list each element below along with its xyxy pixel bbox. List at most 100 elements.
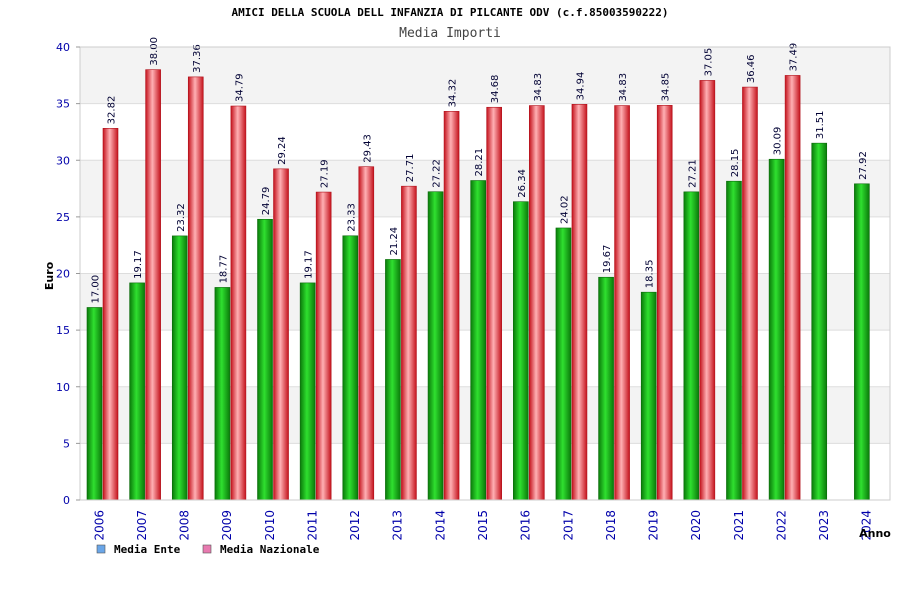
bar-media-nazionale-2021 bbox=[742, 86, 758, 501]
value-label-media-ente-2020: 27.21 bbox=[687, 159, 698, 188]
value-label-media-nazionale-2014: 34.32 bbox=[448, 79, 459, 108]
bar-media-nazionale-2012 bbox=[358, 166, 375, 501]
value-label-media-ente-2015: 28.21 bbox=[474, 148, 485, 177]
bar-media-ente-2019 bbox=[640, 291, 657, 501]
bar-media-nazionale-2015 bbox=[486, 106, 502, 501]
x-tick-label-2006: 2006 bbox=[92, 510, 106, 541]
bar-media-ente-2007 bbox=[129, 282, 145, 501]
bar-media-nazionale-2008 bbox=[187, 76, 204, 501]
bar-media-nazionale-2011 bbox=[315, 191, 332, 501]
bar-media-nazionale-2009 bbox=[230, 105, 247, 501]
value-label-media-nazionale-2013: 27.71 bbox=[405, 154, 416, 183]
bar-media-ente-2013 bbox=[385, 259, 401, 501]
bar-media-ente-2024 bbox=[854, 183, 870, 501]
value-label-media-ente-2012: 23.33 bbox=[346, 203, 357, 232]
x-tick-label-2008: 2008 bbox=[178, 510, 192, 541]
value-label-media-nazionale-2022: 37.49 bbox=[789, 43, 800, 72]
x-axis-ticks: 2006 2007 2008 2009 2010 2011 2012 2013 2014 2015… bbox=[92, 510, 873, 541]
value-label-media-ente-2014: 27.22 bbox=[432, 159, 443, 188]
value-label-media-nazionale-2011: 27.19 bbox=[320, 159, 331, 188]
value-label-media-ente-2021: 28.15 bbox=[730, 149, 741, 178]
value-label-media-nazionale-2006: 32.82 bbox=[107, 96, 118, 125]
bar-media-ente-2014 bbox=[427, 191, 444, 501]
value-label-media-nazionale-2009: 34.79 bbox=[234, 73, 245, 102]
value-label-media-ente-2016: 26.34 bbox=[517, 169, 528, 198]
x-axis-label: Anno bbox=[859, 527, 891, 540]
x-tick-label-2009: 2009 bbox=[220, 510, 234, 541]
x-tick-label-2012: 2012 bbox=[348, 510, 362, 541]
y-tick-label: 20 bbox=[56, 268, 70, 281]
bar-media-ente-2021 bbox=[726, 180, 742, 501]
y-tick-label: 5 bbox=[63, 437, 70, 450]
x-tick-label-2018: 2018 bbox=[604, 510, 618, 541]
value-label-media-ente-2013: 21.24 bbox=[389, 227, 400, 256]
legend: Media Ente Media Nazionale bbox=[96, 543, 320, 556]
bar-media-nazionale-2014 bbox=[443, 111, 460, 501]
bar-media-nazionale-2020 bbox=[699, 80, 716, 501]
y-axis-ticks: 0 5 10 15 20 25 30 35 40 bbox=[56, 41, 80, 507]
bar-media-ente-2023 bbox=[811, 142, 828, 501]
chart-title: AMICI DELLA SCUOLA DELL INFANZIA DI PILC… bbox=[231, 6, 668, 19]
value-label-media-nazionale-2010: 29.24 bbox=[277, 136, 288, 165]
value-label-media-nazionale-2020: 37.05 bbox=[703, 48, 714, 77]
value-label-media-ente-2017: 24.02 bbox=[559, 195, 570, 224]
bar-media-ente-2006 bbox=[86, 307, 103, 501]
value-labels: 17.00 32.82 19.17 38.00 23.32 37.36 18.77 34.79… bbox=[91, 37, 869, 303]
bar-media-ente-2015 bbox=[470, 180, 486, 501]
legend-label-media-nazionale: Media Nazionale bbox=[220, 543, 320, 556]
value-label-media-ente-2019: 18.35 bbox=[645, 260, 656, 289]
y-tick-label: 25 bbox=[56, 211, 70, 224]
y-tick-label: 10 bbox=[56, 381, 70, 394]
bar-media-nazionale-2010 bbox=[273, 168, 289, 501]
bar-media-nazionale-2007 bbox=[145, 69, 161, 501]
x-tick-label-2010: 2010 bbox=[263, 510, 277, 541]
y-axis-label: Euro bbox=[43, 261, 56, 290]
value-label-media-nazionale-2007: 38.00 bbox=[149, 37, 160, 66]
bar-media-ente-2012 bbox=[342, 235, 359, 501]
value-label-media-nazionale-2012: 29.43 bbox=[362, 134, 373, 163]
bar-media-nazionale-2013 bbox=[401, 185, 417, 501]
bar-media-nazionale-2006 bbox=[102, 128, 119, 501]
value-label-media-nazionale-2008: 37.36 bbox=[192, 44, 203, 73]
x-tick-label-2022: 2022 bbox=[774, 510, 788, 541]
value-label-media-nazionale-2019: 34.85 bbox=[661, 73, 672, 102]
value-label-media-nazionale-2016: 34.83 bbox=[533, 73, 544, 102]
y-tick-label: 30 bbox=[56, 154, 70, 167]
x-tick-label-2021: 2021 bbox=[732, 510, 746, 541]
bar-media-ente-2018 bbox=[598, 276, 614, 501]
legend-label-media-ente: Media Ente bbox=[114, 543, 181, 556]
bar-media-nazionale-2017 bbox=[571, 104, 588, 501]
chart-subtitle: Media Importi bbox=[399, 26, 501, 41]
legend-swatch-media-nazionale bbox=[202, 544, 212, 554]
bar-media-ente-2009 bbox=[214, 287, 231, 501]
x-tick-label-2014: 2014 bbox=[433, 510, 447, 541]
value-label-media-nazionale-2018: 34.83 bbox=[618, 73, 629, 102]
x-tick-label-2023: 2023 bbox=[817, 510, 831, 541]
x-tick-label-2016: 2016 bbox=[519, 510, 533, 541]
bar-media-ente-2017 bbox=[555, 227, 572, 501]
value-label-media-ente-2008: 23.32 bbox=[176, 203, 187, 232]
value-label-media-ente-2010: 24.79 bbox=[261, 187, 272, 216]
x-tick-label-2013: 2013 bbox=[391, 510, 405, 541]
x-tick-label-2017: 2017 bbox=[561, 510, 575, 541]
bar-media-nazionale-2018 bbox=[614, 105, 630, 501]
bar-media-ente-2011 bbox=[299, 282, 316, 501]
x-tick-label-2024: 2024 bbox=[860, 510, 874, 541]
y-tick-label: 35 bbox=[56, 98, 70, 111]
bar-media-nazionale-2022 bbox=[784, 75, 801, 501]
value-label-media-ente-2006: 17.00 bbox=[91, 275, 102, 304]
value-label-media-nazionale-2021: 36.46 bbox=[746, 54, 757, 83]
y-tick-label: 0 bbox=[63, 494, 70, 507]
bar-media-ente-2022 bbox=[768, 158, 785, 501]
x-tick-label-2011: 2011 bbox=[305, 510, 319, 541]
value-label-media-ente-2024: 27.92 bbox=[858, 151, 869, 180]
bar-media-nazionale-2019 bbox=[656, 105, 673, 501]
legend-swatch-media-ente bbox=[96, 544, 106, 554]
x-tick-label-2007: 2007 bbox=[135, 510, 149, 541]
value-label-media-nazionale-2017: 34.94 bbox=[575, 72, 586, 101]
value-label-media-ente-2023: 31.51 bbox=[815, 111, 826, 140]
value-label-media-ente-2007: 19.17 bbox=[133, 250, 144, 279]
y-tick-label: 40 bbox=[56, 41, 70, 54]
value-label-media-ente-2011: 19.17 bbox=[304, 250, 315, 279]
